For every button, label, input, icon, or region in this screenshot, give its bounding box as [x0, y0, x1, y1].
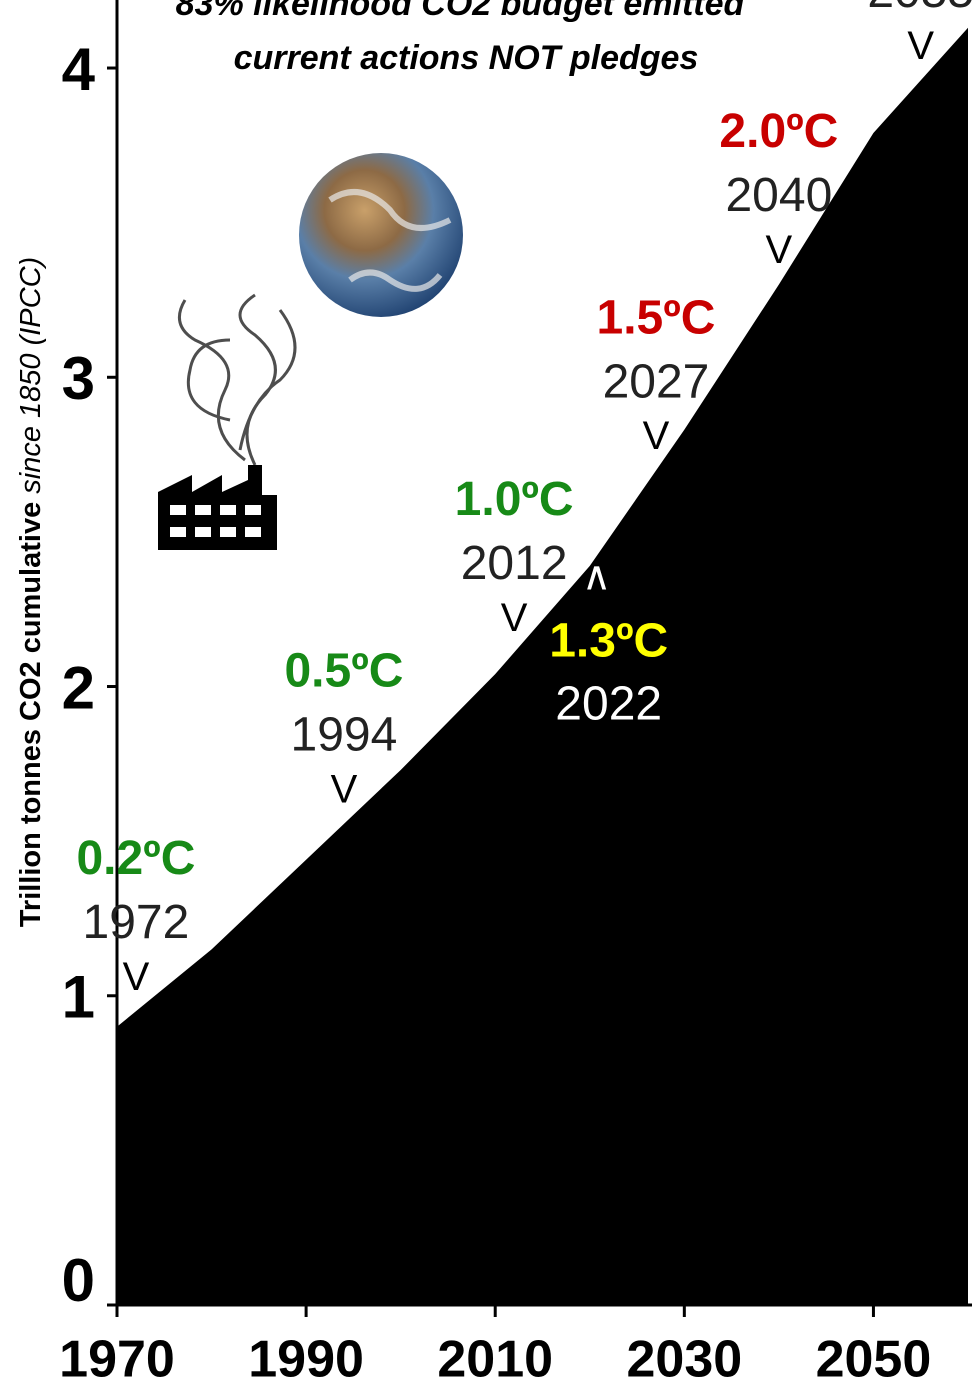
annotation-temp: 0.5ºC — [284, 644, 403, 697]
chart-title: 83% likelihood CO2 budget emitted — [176, 0, 746, 23]
y-tick-label: 0 — [62, 1247, 95, 1314]
earth-clouds — [328, 189, 452, 292]
earth-image — [299, 153, 463, 317]
x-tick-label: 2010 — [437, 1331, 553, 1389]
annotation-marker: V — [123, 955, 150, 999]
annotation-year: 1994 — [291, 708, 398, 761]
annotation-marker: V — [907, 24, 934, 68]
y-axis-note: since 1850 (IPCC) — [15, 257, 47, 494]
y-tick-label: 4 — [62, 36, 96, 103]
annotation-marker: V — [501, 596, 528, 640]
annotation-year: 2012 — [461, 537, 568, 590]
smoke-image — [177, 293, 297, 466]
y-tick-label: 1 — [62, 964, 95, 1031]
annotation-temp: 1.3ºC — [549, 614, 668, 667]
annotation-temp: 1.0ºC — [455, 473, 574, 526]
annotation-temp: 1.5ºC — [597, 291, 716, 344]
x-tick-label: 2030 — [626, 1331, 742, 1389]
x-tick-label: 1990 — [248, 1331, 364, 1389]
annotation-marker: V — [766, 228, 793, 272]
area — [117, 27, 968, 1305]
x-tick-label: 1970 — [59, 1331, 175, 1389]
annotation-year: 1972 — [83, 896, 190, 949]
annotation-temp: 0.2ºC — [76, 832, 195, 885]
annotation-temp: 2.0ºC — [719, 105, 838, 158]
annotation-year: 2040 — [725, 169, 832, 222]
annotation-marker: V — [643, 414, 670, 458]
annotation-year: 2055 — [867, 0, 972, 18]
factory-windows — [170, 505, 261, 537]
y-axis-title: Trillion tonnes CO2 cumulative — [15, 502, 47, 927]
annotation-year: 2027 — [603, 355, 710, 408]
chart-subtitle: current actions NOT pledges — [234, 39, 699, 77]
y-tick-label: 3 — [62, 345, 95, 412]
y-axis-label: Trillion tonnes CO2 cumulative since 185… — [15, 257, 47, 927]
y-tick-label: 2 — [62, 654, 95, 721]
x-tick-label: 2050 — [816, 1331, 932, 1389]
annotation-marker: ∧ — [582, 554, 611, 598]
annotation-year: 2022 — [555, 677, 662, 730]
plot-area — [117, 27, 968, 1305]
annotation-marker: V — [331, 767, 358, 811]
